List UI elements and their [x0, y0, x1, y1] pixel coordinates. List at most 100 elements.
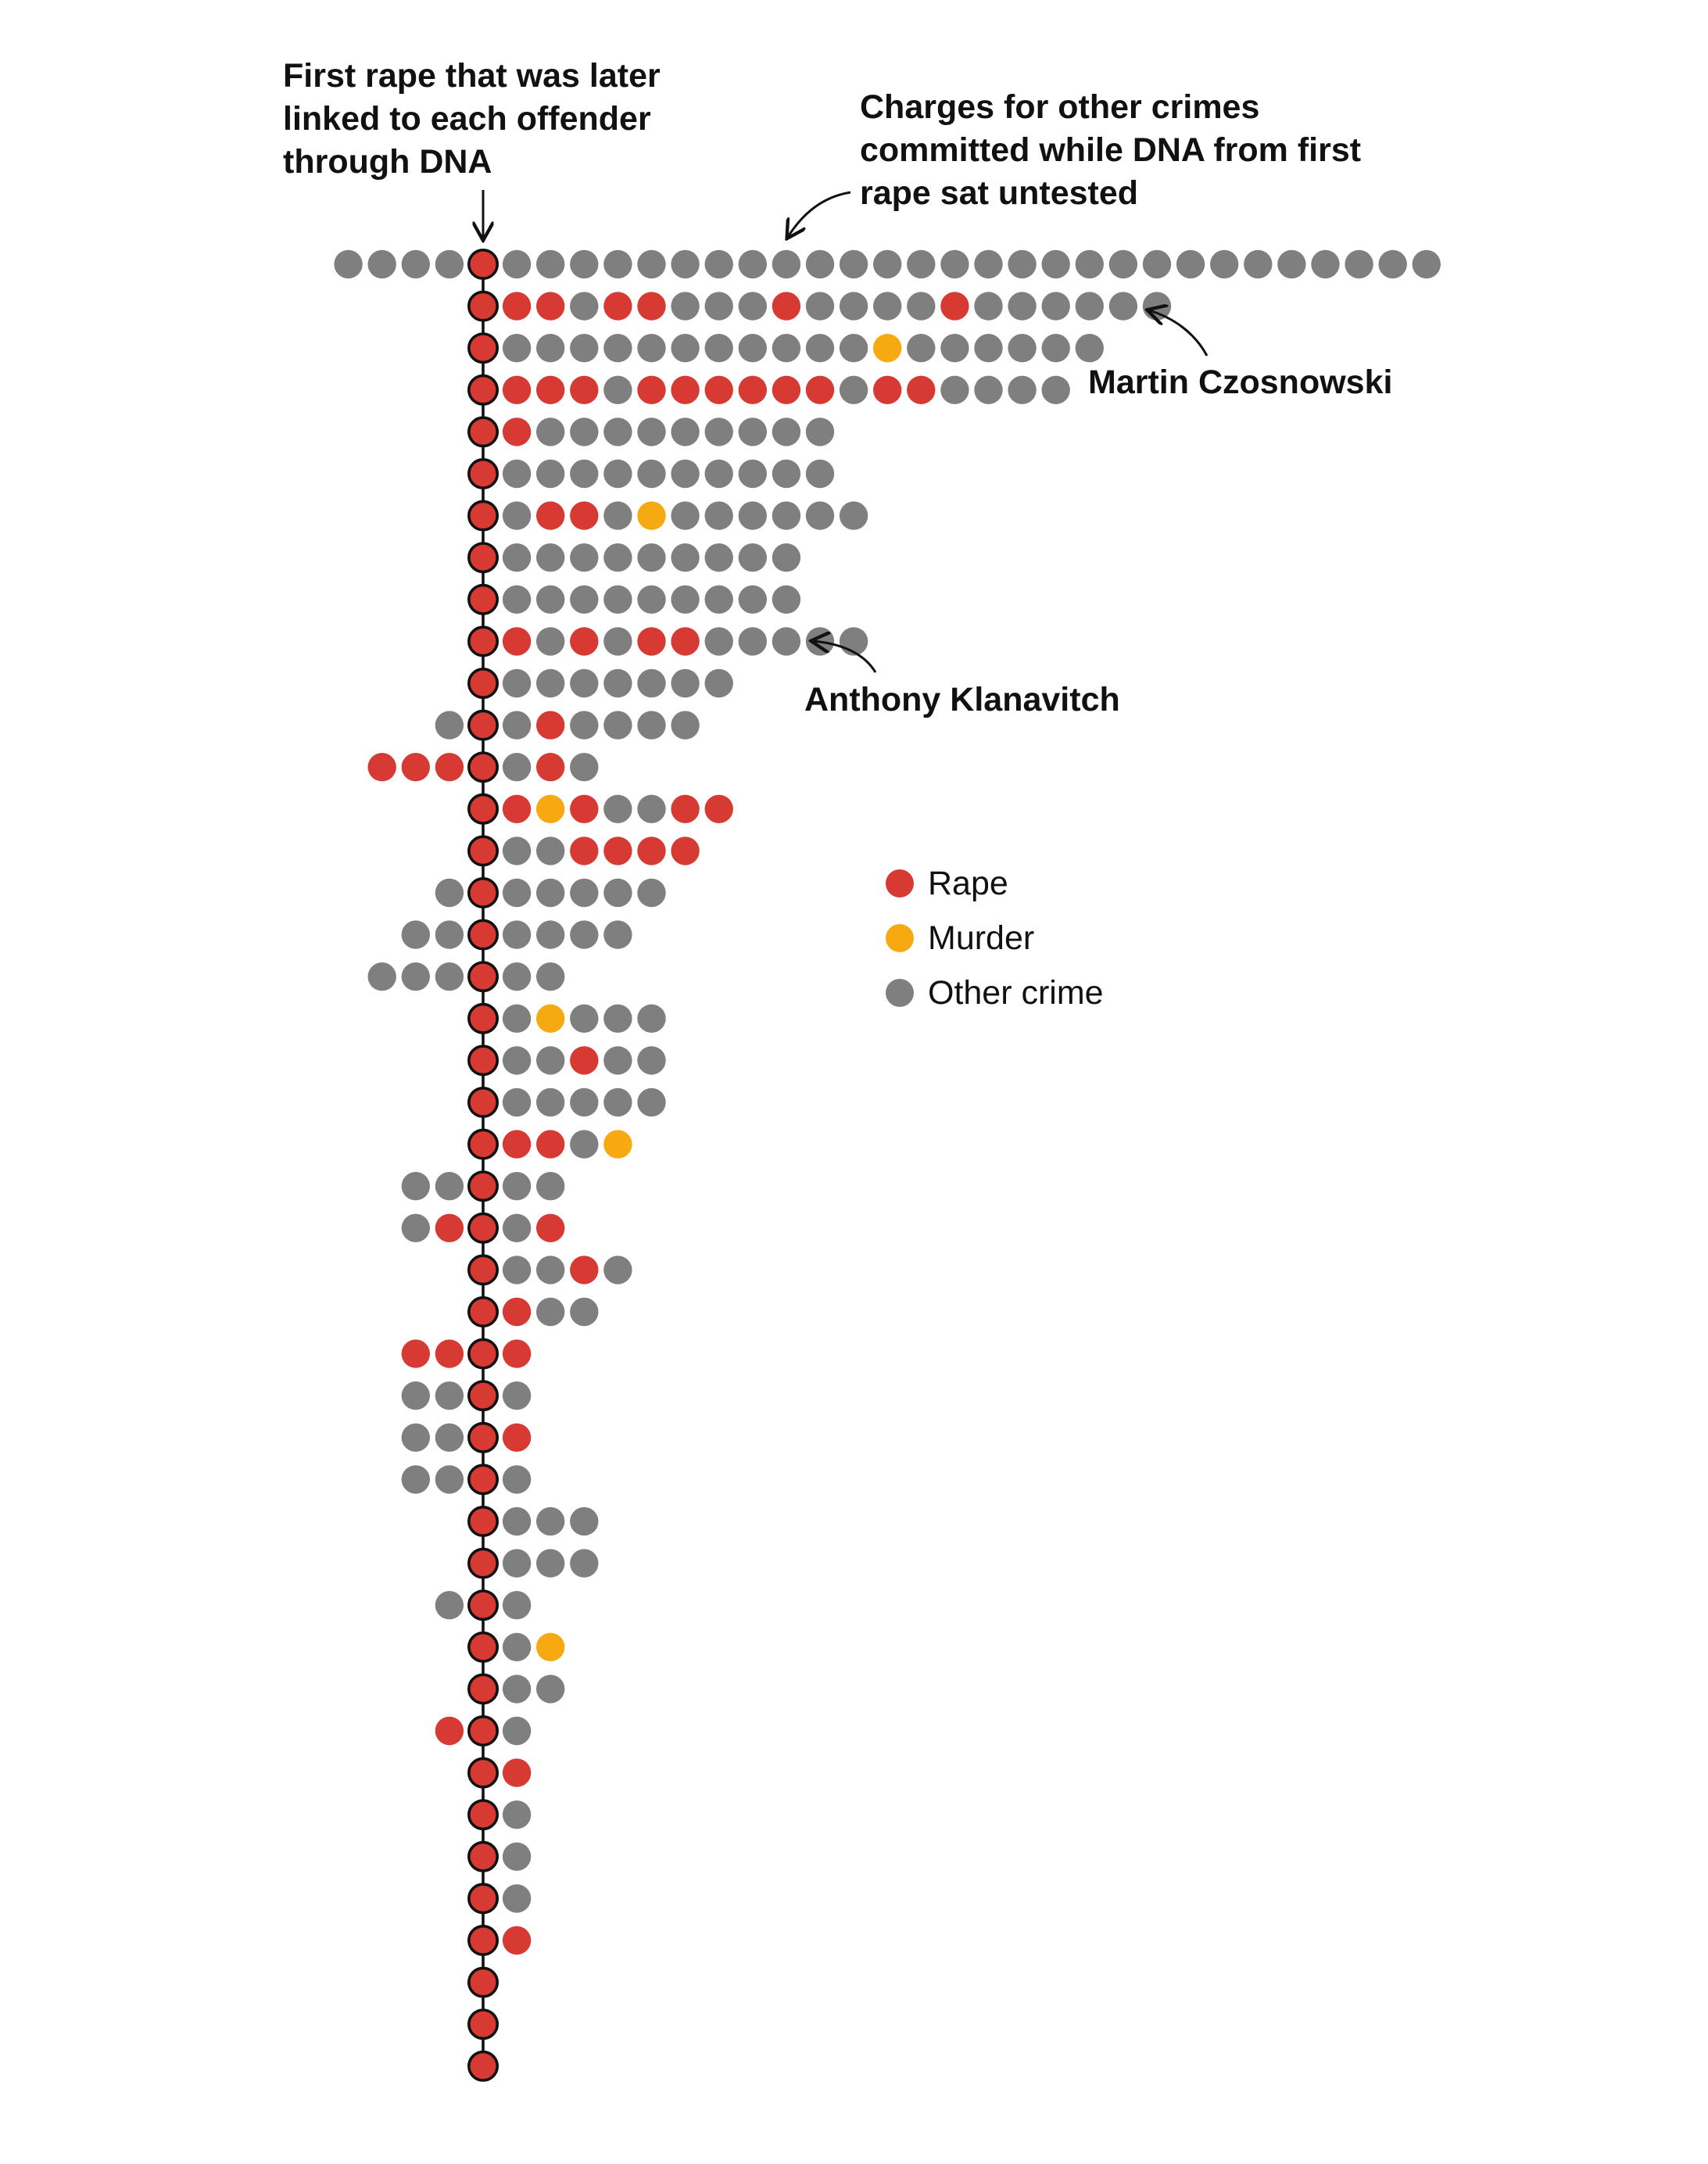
later-other-crime-dot: [502, 1591, 532, 1620]
later-other-crime-dot: [704, 249, 733, 279]
prior-other-crime-dot: [435, 1381, 464, 1410]
later-other-crime-dot: [570, 920, 599, 949]
later-other-crime-dot: [671, 417, 700, 446]
later-other-crime-dot: [738, 249, 767, 279]
later-other-crime-dot: [704, 417, 733, 446]
later-other-crime-dot: [502, 459, 532, 489]
first-rape-dot: [467, 1044, 499, 1077]
later-other-crime-dot: [603, 627, 632, 656]
later-other-crime-dot: [907, 249, 936, 279]
prior-other-crime-dot: [401, 249, 430, 279]
later-other-crime-dot: [704, 292, 733, 321]
later-other-crime-dot: [536, 1549, 565, 1578]
prior-other-crime-dot: [367, 962, 396, 991]
prior-other-crime-dot: [435, 962, 464, 991]
later-rape-dot: [502, 1339, 532, 1368]
later-other-crime-dot: [772, 543, 801, 572]
prior-rape-dot: [435, 1716, 464, 1746]
later-other-crime-dot: [502, 1213, 532, 1243]
later-other-crime-dot: [536, 962, 565, 991]
first-rape-dot: [467, 793, 499, 825]
later-other-crime-dot: [502, 1716, 532, 1746]
later-other-crime-dot: [502, 1507, 532, 1536]
later-other-crime-dot: [603, 249, 632, 279]
later-other-crime-dot: [536, 543, 565, 572]
later-other-crime-dot: [637, 249, 666, 279]
later-other-crime-dot: [738, 627, 767, 656]
later-rape-dot: [637, 627, 666, 656]
later-other-crime-dot: [536, 668, 565, 698]
later-rape-dot: [502, 375, 532, 404]
later-other-crime-dot: [974, 375, 1003, 404]
later-rape-dot: [536, 711, 565, 740]
later-other-crime-dot: [502, 543, 532, 572]
first-rape-dot: [467, 374, 499, 406]
later-other-crime-dot: [637, 585, 666, 614]
later-other-crime-dot: [637, 1087, 666, 1117]
later-other-crime-dot: [805, 249, 835, 279]
later-other-crime-dot: [1041, 249, 1070, 279]
later-rape-dot: [637, 375, 666, 404]
later-other-crime-dot: [637, 711, 666, 740]
annotation-martin-czosnowski: Martin Czosnowski: [1088, 364, 1393, 401]
later-other-crime-dot: [940, 334, 969, 363]
first-rape-dot: [467, 1002, 499, 1034]
prior-other-crime-dot: [334, 249, 363, 279]
legend-other-crime-swatch: [886, 979, 914, 1007]
first-rape-dot: [467, 583, 499, 615]
later-rape-dot: [570, 627, 599, 656]
later-other-crime-dot: [637, 668, 666, 698]
later-other-crime-dot: [671, 585, 700, 614]
later-other-crime-dot: [1108, 292, 1138, 321]
first-rape-dot: [467, 751, 499, 783]
later-rape-dot: [603, 292, 632, 321]
later-rape-dot: [502, 794, 532, 823]
prior-other-crime-dot: [401, 1465, 430, 1494]
later-rape-dot: [570, 501, 599, 530]
later-other-crime-dot: [603, 1004, 632, 1034]
prior-rape-dot: [435, 1339, 464, 1368]
later-rape-dot: [570, 375, 599, 404]
annotation-first-rape: First rape that was later linked to each…: [283, 57, 661, 181]
later-rape-dot: [940, 292, 969, 321]
later-other-crime-dot: [974, 334, 1003, 363]
later-other-crime-dot: [671, 543, 700, 572]
legend-rape-swatch: [886, 869, 914, 897]
later-other-crime-dot: [1075, 292, 1105, 321]
later-other-crime-dot: [502, 1800, 532, 1829]
later-other-crime-dot: [738, 334, 767, 363]
later-other-crime-dot: [671, 292, 700, 321]
later-other-crime-dot: [570, 1549, 599, 1578]
first-rape-dot: [467, 1547, 499, 1579]
prior-other-crime-dot: [401, 1381, 430, 1410]
later-rape-dot: [637, 837, 666, 865]
later-rape-dot: [671, 627, 700, 656]
later-other-crime-dot: [671, 711, 700, 740]
later-other-crime-dot: [502, 711, 532, 740]
first-rape-dot: [467, 667, 499, 699]
first-rape-dot: [467, 1464, 499, 1496]
later-other-crime-dot: [704, 668, 733, 698]
prior-other-crime-dot: [401, 1213, 430, 1243]
later-other-crime-dot: [1041, 292, 1070, 321]
later-other-crime-dot: [738, 417, 767, 446]
arrow-other-charges: [788, 191, 851, 237]
later-other-crime-dot: [805, 501, 835, 530]
later-other-crime-dot: [1244, 249, 1273, 279]
later-other-crime-dot: [502, 1842, 532, 1871]
first-rape-dot: [467, 709, 499, 741]
later-other-crime-dot: [570, 1004, 599, 1034]
later-rape-dot: [570, 794, 599, 823]
prior-other-crime-dot: [435, 249, 464, 279]
later-other-crime-dot: [907, 292, 936, 321]
later-other-crime-dot: [603, 543, 632, 572]
annotation-anthony-klanavitch: Anthony Klanavitch: [804, 681, 1120, 718]
later-other-crime-dot: [738, 292, 767, 321]
first-rape-dot: [467, 1925, 499, 1957]
first-rape-dot: [467, 1631, 499, 1663]
later-other-crime-dot: [839, 375, 868, 404]
later-rape-dot: [671, 794, 700, 823]
later-other-crime-dot: [940, 249, 969, 279]
later-rape-dot: [603, 837, 632, 865]
